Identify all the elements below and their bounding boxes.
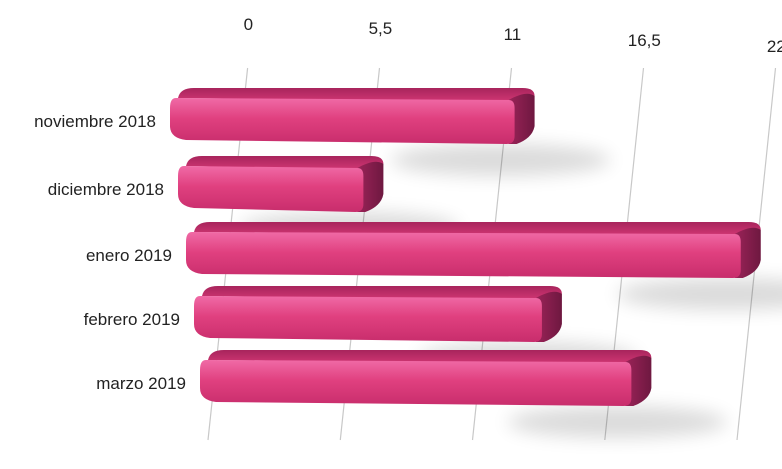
category-label: noviembre 2018 bbox=[34, 112, 156, 131]
bar-top-face bbox=[186, 156, 384, 170]
bar-shadow bbox=[507, 406, 728, 438]
category-label: diciembre 2018 bbox=[48, 180, 164, 199]
bar-end-face bbox=[357, 161, 384, 212]
bar-end-face bbox=[535, 291, 562, 342]
bar-front-face bbox=[170, 98, 515, 144]
x-tick-label: 16,5 bbox=[628, 31, 661, 50]
bar-top-face bbox=[194, 222, 761, 236]
bar bbox=[170, 88, 535, 144]
bar-end-face bbox=[625, 355, 652, 406]
bar-shadow bbox=[616, 278, 782, 310]
bar-top-face bbox=[208, 350, 652, 364]
x-axis-ticks: 0 5,5 11 16,5 22 bbox=[244, 15, 782, 56]
bar-shadow bbox=[390, 144, 611, 176]
bar-end-face bbox=[508, 93, 535, 144]
bar bbox=[186, 222, 761, 278]
bar-top-face bbox=[202, 286, 562, 300]
category-label: marzo 2019 bbox=[96, 374, 186, 393]
x-tick-label: 22 bbox=[767, 37, 782, 56]
x-tick-label: 5,5 bbox=[369, 19, 393, 38]
category-labels: noviembre 2018 diciembre 2018 enero 2019 fe… bbox=[34, 112, 186, 393]
bar bbox=[200, 350, 652, 406]
bar-top-face bbox=[178, 88, 535, 102]
bar-front-face bbox=[200, 360, 632, 406]
bar-front-face bbox=[194, 296, 542, 342]
x-tick-label: 0 bbox=[244, 15, 253, 34]
category-label: enero 2019 bbox=[86, 246, 172, 265]
bar bbox=[178, 156, 384, 212]
category-label: febrero 2019 bbox=[84, 310, 180, 329]
x-tick-label: 11 bbox=[504, 25, 522, 44]
bar-end-face bbox=[734, 227, 761, 278]
bar-front-face bbox=[178, 166, 364, 212]
bar bbox=[194, 286, 562, 342]
bars bbox=[170, 88, 761, 406]
bar-front-face bbox=[186, 232, 741, 278]
